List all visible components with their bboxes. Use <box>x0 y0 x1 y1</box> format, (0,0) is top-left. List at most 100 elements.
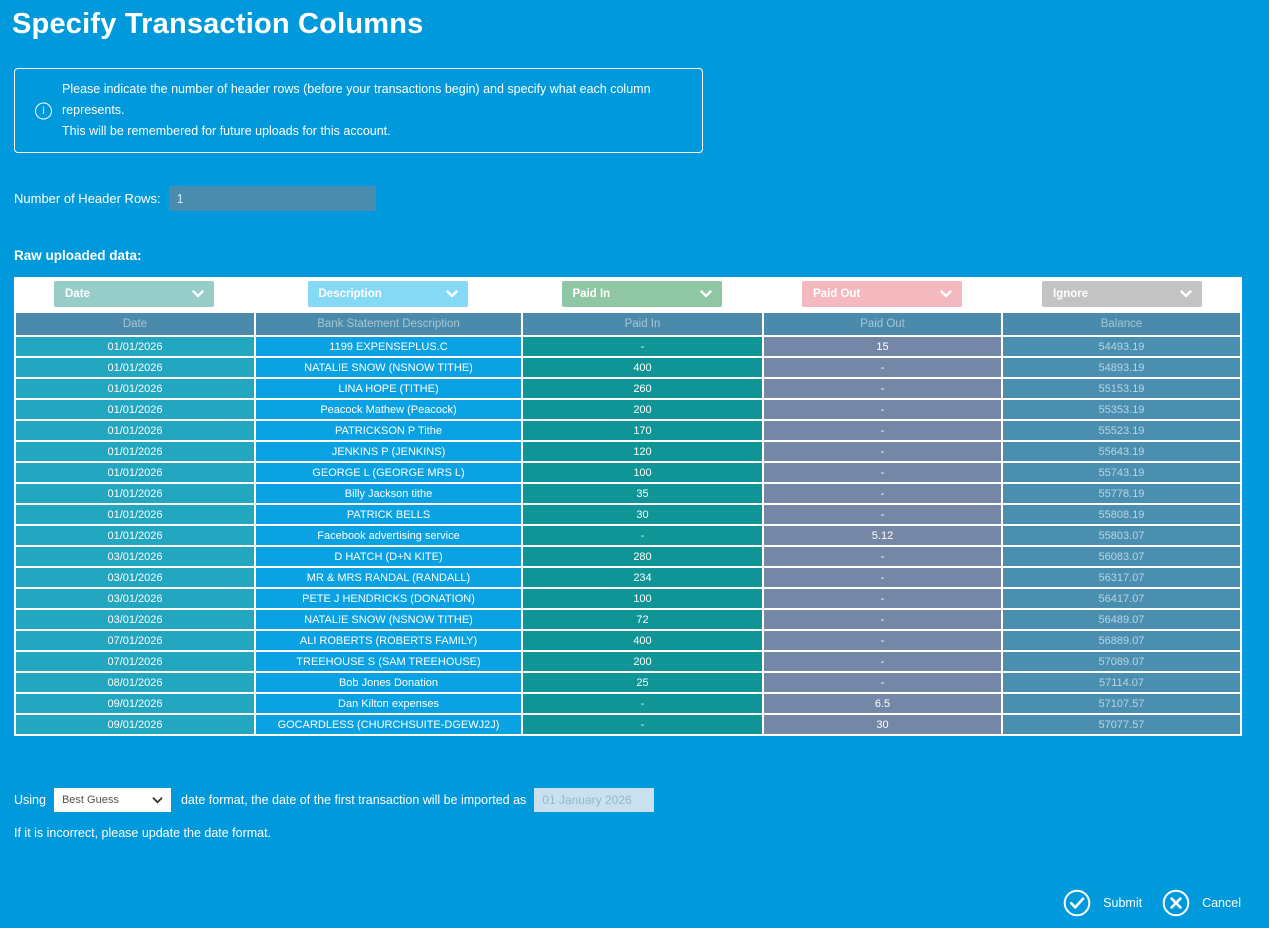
table-cell: 200 <box>523 652 762 671</box>
table-cell: GEORGE L (GEORGE MRS L) <box>256 463 521 482</box>
date-format-select[interactable]: Best Guess <box>53 788 171 812</box>
date-format-value: Best Guess <box>61 794 119 806</box>
table-header-cell: Balance <box>1003 313 1240 335</box>
info-text-line2: This will be remembered for future uploa… <box>62 124 391 138</box>
table-cell: 1199 EXPENSEPLUS.C <box>256 337 521 356</box>
selector-value: Date <box>65 288 90 300</box>
column-selector-paid-out[interactable]: Paid Out <box>802 281 962 307</box>
table-cell: 01/01/2026 <box>16 505 254 524</box>
table-row: 01/01/2026 Facebook advertising service -5… <box>16 526 1240 545</box>
table-row: 01/01/2026 1199 EXPENSEPLUS.C -15 54493.19 <box>16 337 1240 356</box>
column-selector-description[interactable]: Description <box>307 281 468 307</box>
table-cell: 01/01/2026 <box>16 379 254 398</box>
table-row: 01/01/2026 PATRICKSON P Tithe 170-55523.19 <box>16 421 1240 440</box>
table-cell: 09/01/2026 <box>16 715 254 734</box>
table-cell: - <box>523 337 762 356</box>
header-rows-label: Number of Header Rows: <box>14 191 161 206</box>
table-row: 03/01/2026 NATALIE SNOW (NSNOW TITHE) 72-5… <box>16 610 1240 629</box>
table-cell: 25 <box>523 673 762 692</box>
chevron-down-icon <box>1180 290 1192 298</box>
table-cell: - <box>523 526 762 545</box>
table-cell: 100 <box>523 589 762 608</box>
table-cell: 260 <box>523 379 762 398</box>
table-cell: 56417.07 <box>1003 589 1240 608</box>
table-cell: 55353.19 <box>1003 400 1240 419</box>
table-cell: PATRICKSON P Tithe <box>256 421 521 440</box>
imported-date-input <box>534 788 655 812</box>
table-cell: - <box>523 694 762 713</box>
table-cell: - <box>764 631 1001 650</box>
table-row: 08/01/2026 Bob Jones Donation 25-57114.07 <box>16 673 1240 692</box>
table-cell: 35 <box>523 484 762 503</box>
table-cell: 01/01/2026 <box>16 463 254 482</box>
table-cell: 01/01/2026 <box>16 337 254 356</box>
table-cell: Bob Jones Donation <box>256 673 521 692</box>
column-selector-ignore[interactable]: Ignore <box>1042 281 1202 307</box>
column-selector-paid-in[interactable]: Paid In <box>561 281 722 307</box>
table-row: 01/01/2026 Billy Jackson tithe 35-55778.19 <box>16 484 1240 503</box>
table-row: 07/01/2026 ALI ROBERTS (ROBERTS FAMILY) 40… <box>16 631 1240 650</box>
cancel-button[interactable]: Cancel <box>1162 889 1241 917</box>
table-cell: 30 <box>764 715 1001 734</box>
table-cell: TREEHOUSE S (SAM TREEHOUSE) <box>256 652 521 671</box>
table-cell: 72 <box>523 610 762 629</box>
table-row: 09/01/2026 Dan Kilton expenses -6.5 57107.5… <box>16 694 1240 713</box>
table-cell: - <box>523 715 762 734</box>
table-cell: 400 <box>523 358 762 377</box>
table-cell: - <box>764 589 1001 608</box>
table-cell: - <box>764 400 1001 419</box>
selector-value: Paid Out <box>813 288 861 300</box>
table-body: 01/01/2026 1199 EXPENSEPLUS.C -15 54493.19 0… <box>16 337 1240 734</box>
table-cell: 54893.19 <box>1003 358 1240 377</box>
table-cell: - <box>764 610 1001 629</box>
header-rows-input[interactable] <box>168 186 376 211</box>
action-bar: Submit Cancel <box>1063 889 1241 917</box>
table-cell: 56889.07 <box>1003 631 1240 650</box>
table-cell: Peacock Mathew (Peacock) <box>256 400 521 419</box>
table-row: 01/01/2026 JENKINS P (JENKINS) 120-55643.1… <box>16 442 1240 461</box>
table-cell: 200 <box>523 400 762 419</box>
column-selector-date[interactable]: Date <box>54 281 214 307</box>
table-cell: Facebook advertising service <box>256 526 521 545</box>
table-cell: 57077.57 <box>1003 715 1240 734</box>
submit-label: Submit <box>1103 896 1143 910</box>
table-cell: - <box>764 358 1001 377</box>
table-header-cell: Paid Out <box>764 313 1001 335</box>
table-cell: - <box>764 652 1001 671</box>
table-cell: 55643.19 <box>1003 442 1240 461</box>
table-cell: 07/01/2026 <box>16 652 254 671</box>
table-cell: 56317.07 <box>1003 568 1240 587</box>
table-cell: 56489.07 <box>1003 610 1240 629</box>
table-cell: 01/01/2026 <box>16 484 254 503</box>
table-cell: Dan Kilton expenses <box>256 694 521 713</box>
submit-button[interactable]: Submit <box>1063 889 1142 917</box>
table-cell: 01/01/2026 <box>16 358 254 377</box>
table-cell: MR & MRS RANDAL (RANDALL) <box>256 568 521 587</box>
table-cell: 09/01/2026 <box>16 694 254 713</box>
date-format-prefix: Using <box>14 793 46 807</box>
table-header-cell: Paid In <box>523 313 762 335</box>
table-cell: 15 <box>764 337 1001 356</box>
table-cell: 03/01/2026 <box>16 589 254 608</box>
table-row: 03/01/2026 MR & MRS RANDAL (RANDALL) 234-5… <box>16 568 1240 587</box>
selector-value: Paid In <box>572 288 611 300</box>
table-cell: D HATCH (D+N KITE) <box>256 547 521 566</box>
table-cell: ALI ROBERTS (ROBERTS FAMILY) <box>256 631 521 650</box>
table-cell: 01/01/2026 <box>16 421 254 440</box>
table-cell: 30 <box>523 505 762 524</box>
info-icon: i <box>35 102 52 119</box>
table-cell: 54493.19 <box>1003 337 1240 356</box>
chevron-down-icon <box>152 796 163 803</box>
date-format-note: If it is incorrect, please update the da… <box>14 826 272 840</box>
table-row: 01/01/2026 GEORGE L (GEORGE MRS L) 100-557… <box>16 463 1240 482</box>
table-cell: - <box>764 673 1001 692</box>
date-format-middle-text: date format, the date of the first trans… <box>180 793 527 807</box>
table-cell: - <box>764 421 1001 440</box>
table-cell: JENKINS P (JENKINS) <box>256 442 521 461</box>
table-cell: PATRICK BELLS <box>256 505 521 524</box>
table-cell: - <box>764 568 1001 587</box>
table-cell: 03/01/2026 <box>16 547 254 566</box>
table-row: 01/01/2026 Peacock Mathew (Peacock) 200-55… <box>16 400 1240 419</box>
table-row: 01/01/2026 LINA HOPE (TITHE) 260-55153.19 <box>16 379 1240 398</box>
selector-value: Ignore <box>1053 288 1089 300</box>
